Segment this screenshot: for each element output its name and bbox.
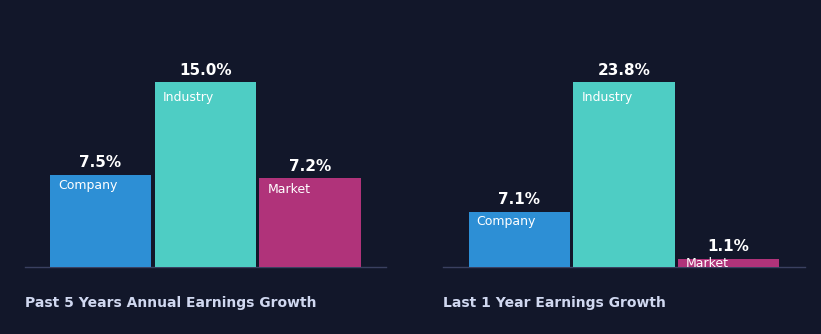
Bar bbox=[50, 175, 151, 267]
Text: Past 5 Years Annual Earnings Growth: Past 5 Years Annual Earnings Growth bbox=[25, 296, 316, 310]
Text: Industry: Industry bbox=[163, 92, 214, 105]
Text: 15.0%: 15.0% bbox=[179, 62, 232, 77]
Bar bbox=[154, 82, 256, 267]
Text: 7.5%: 7.5% bbox=[80, 155, 122, 170]
Text: 1.1%: 1.1% bbox=[708, 239, 750, 254]
Text: 23.8%: 23.8% bbox=[598, 62, 650, 77]
Bar bbox=[573, 82, 675, 267]
Text: Industry: Industry bbox=[581, 92, 633, 105]
Text: Company: Company bbox=[477, 215, 536, 228]
Bar bbox=[678, 259, 779, 267]
Text: 7.2%: 7.2% bbox=[289, 159, 331, 174]
Text: Market: Market bbox=[268, 183, 310, 196]
Bar bbox=[259, 178, 360, 267]
Bar bbox=[469, 212, 570, 267]
Text: 7.1%: 7.1% bbox=[498, 192, 540, 207]
Text: Market: Market bbox=[686, 257, 729, 270]
Text: Company: Company bbox=[58, 179, 117, 192]
Text: Last 1 Year Earnings Growth: Last 1 Year Earnings Growth bbox=[443, 296, 666, 310]
